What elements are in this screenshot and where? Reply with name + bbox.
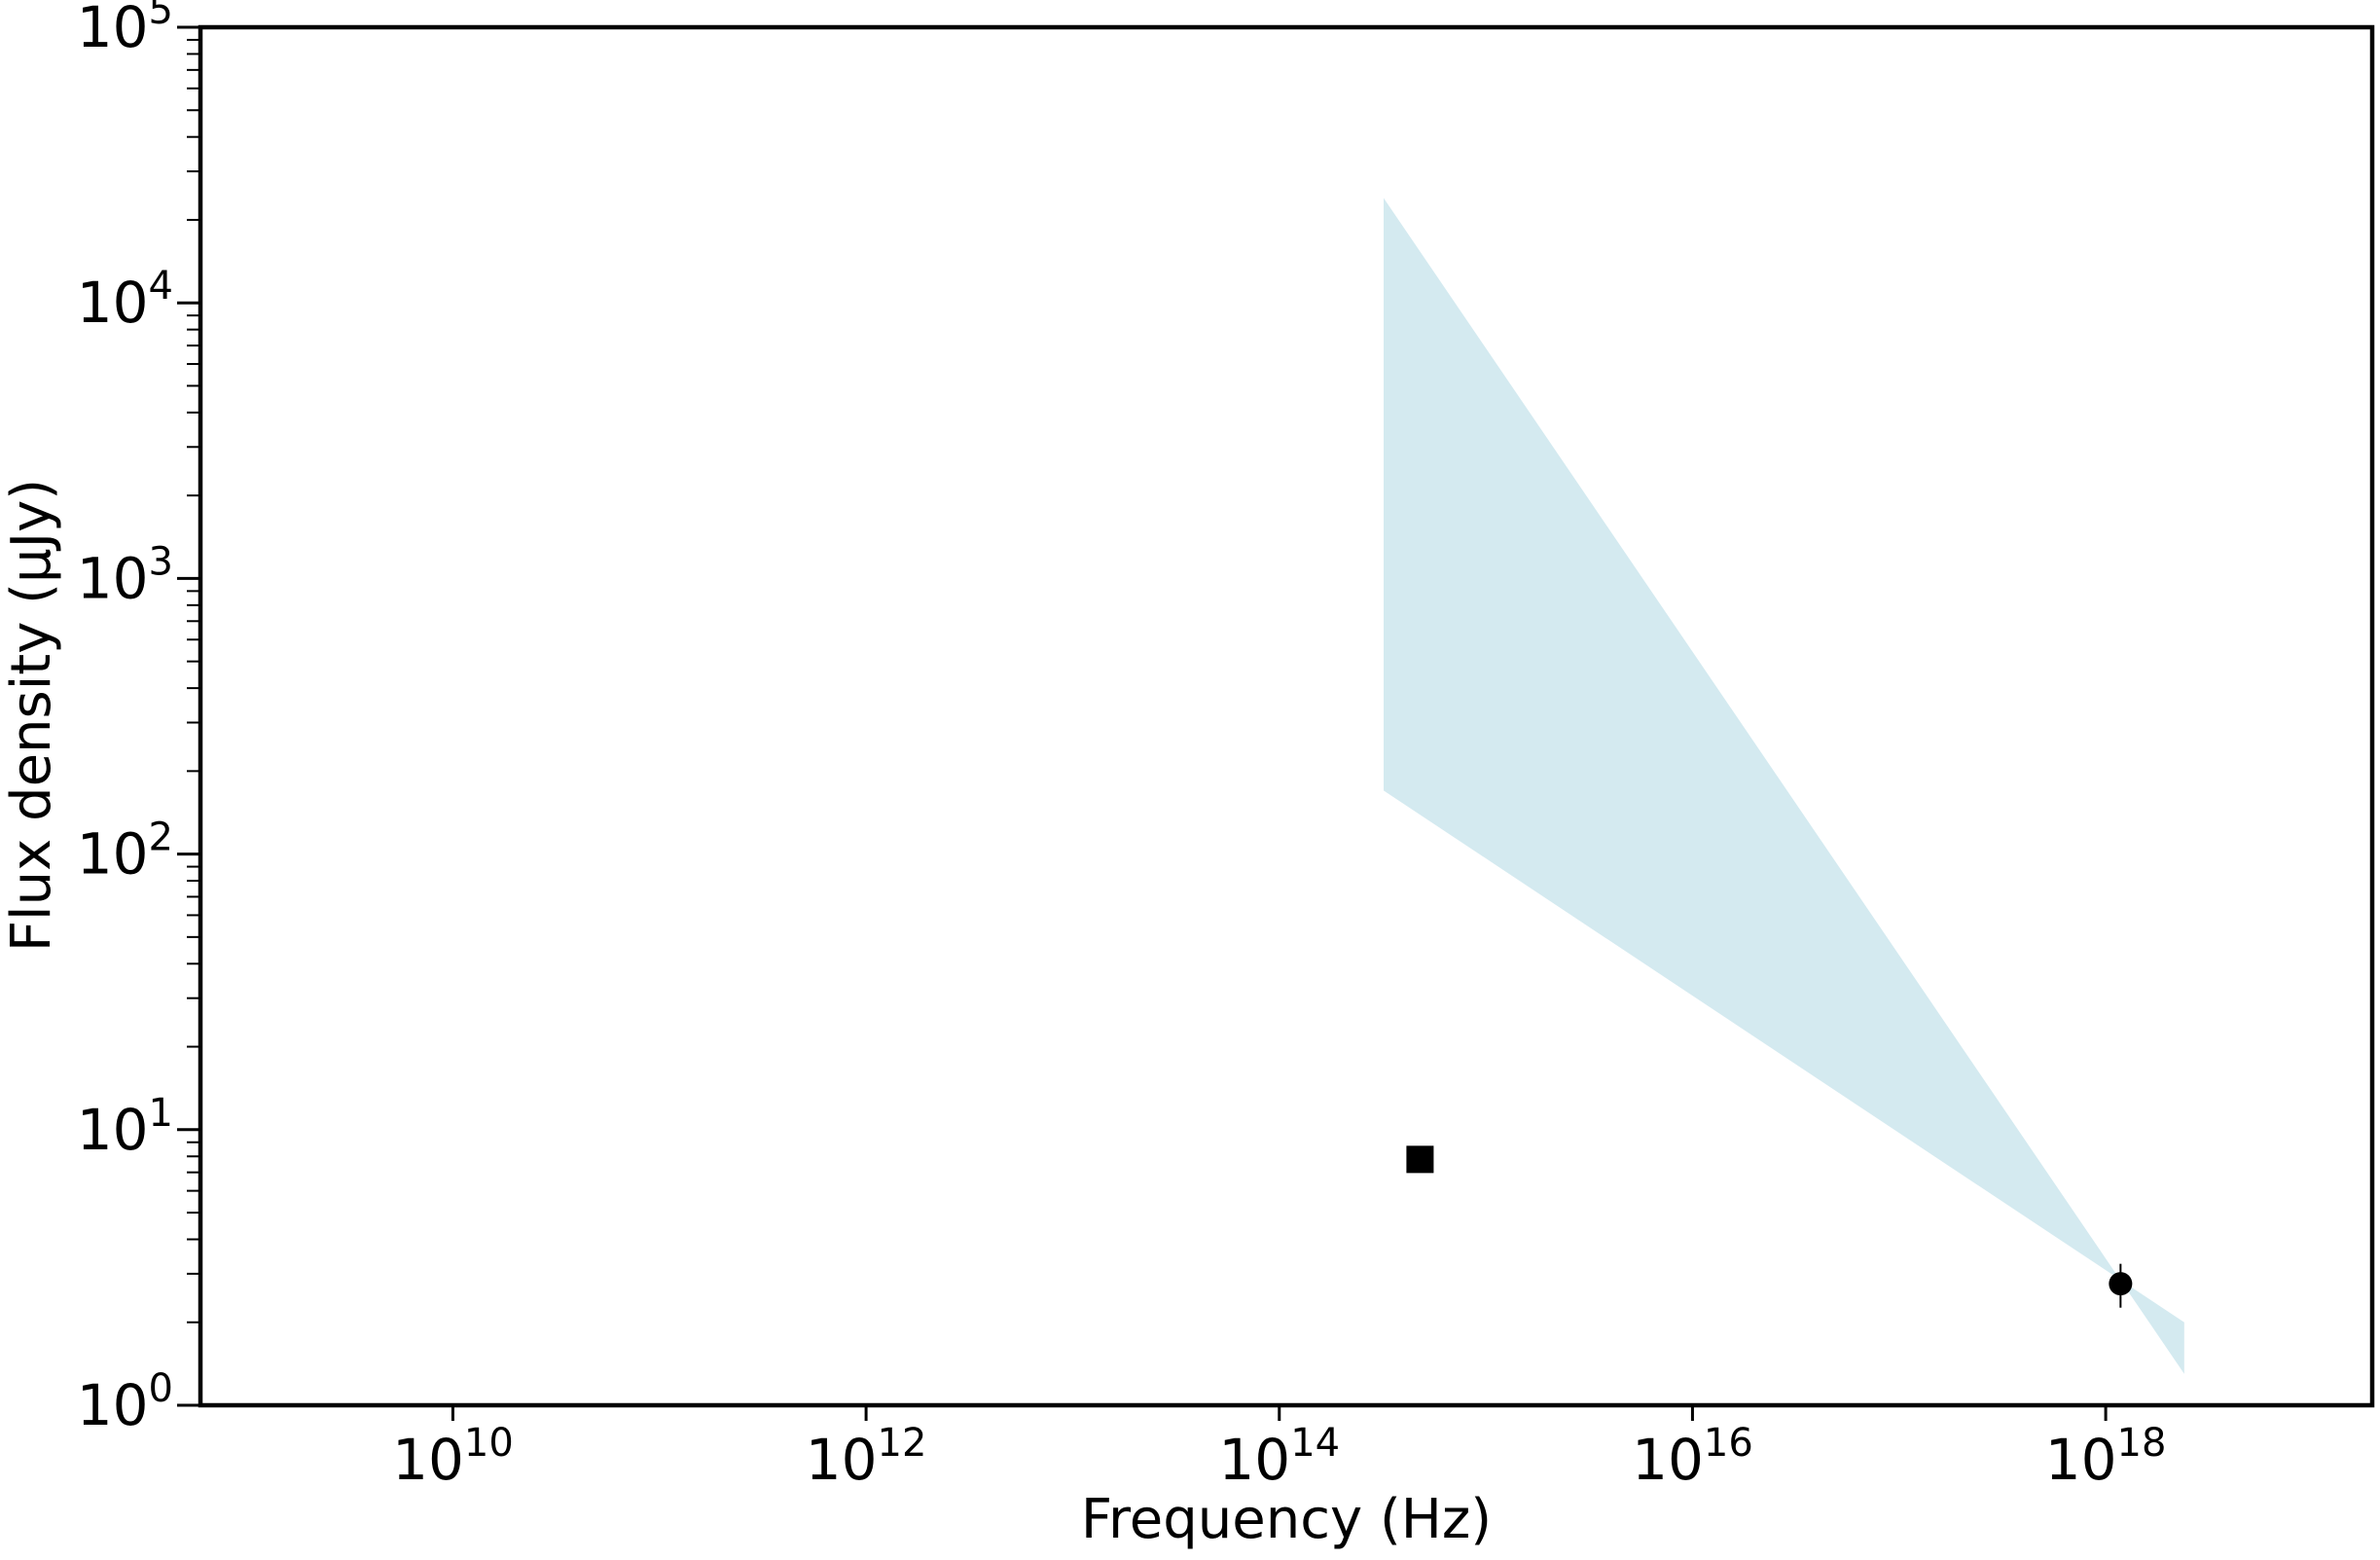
y-tick-label-exp: 4 (149, 264, 173, 308)
x-tick-label: 1016 (1632, 1421, 1753, 1493)
y-tick-label: 100 (77, 1366, 173, 1438)
y-tick-label-exp: 0 (149, 1366, 173, 1411)
data-point (2109, 1272, 2133, 1296)
x-tick-label: 1010 (392, 1421, 514, 1493)
model-band (1384, 198, 2184, 1374)
y-tick-label-exp: 2 (149, 816, 173, 860)
y-tick-label: 103 (77, 539, 173, 611)
y-tick-label: 104 (77, 264, 173, 336)
y-tick-label-base: 10 (77, 545, 149, 611)
y-tick-label-exp: 5 (149, 0, 173, 33)
x-tick-label-exp: 16 (1704, 1421, 1753, 1466)
x-axis-label: Frequency (Hz) (1081, 1488, 1492, 1551)
x-tick-label-exp: 10 (464, 1421, 514, 1466)
data-point (1406, 1145, 1434, 1174)
y-tick-label-base: 10 (77, 1372, 149, 1438)
y-tick-label-exp: 3 (149, 539, 173, 584)
x-tick-label-exp: 18 (2117, 1421, 2167, 1466)
y-axis-label: Flux density (μJy) (0, 479, 63, 952)
y-tick-label: 101 (77, 1091, 173, 1163)
plot-frame (198, 24, 2375, 1408)
x-tick-label: 1014 (1218, 1421, 1340, 1493)
y-tick-label-base: 10 (77, 0, 149, 60)
x-tick-label-base: 10 (806, 1427, 878, 1493)
x-tick-label-base: 10 (1632, 1427, 1704, 1493)
x-tick-label-base: 10 (1218, 1427, 1290, 1493)
y-tick-label: 102 (77, 816, 173, 888)
y-tick-label-exp: 1 (149, 1091, 173, 1136)
x-tick-label-base: 10 (2045, 1427, 2117, 1493)
y-tick-label-base: 10 (77, 270, 149, 336)
x-tick-label-base: 10 (392, 1427, 464, 1493)
x-tick-label: 1018 (2045, 1421, 2167, 1493)
y-tick-label-base: 10 (77, 1097, 149, 1163)
x-tick-label-exp: 12 (878, 1421, 927, 1466)
x-tick-label: 1012 (806, 1421, 927, 1493)
y-tick-label: 105 (77, 0, 173, 60)
x-tick-label-exp: 14 (1290, 1421, 1340, 1466)
y-tick-label-base: 10 (77, 821, 149, 888)
